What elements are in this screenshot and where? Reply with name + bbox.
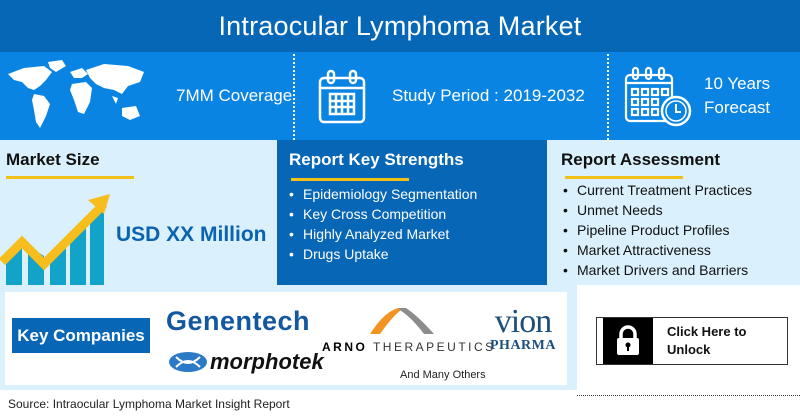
market-size-value: USD XX Million: [116, 223, 267, 246]
list-item: Pipeline Product Profiles: [563, 220, 752, 240]
lock-icon-box: [603, 318, 653, 364]
divider: [293, 54, 295, 140]
forecast-line2: Forecast: [704, 98, 771, 117]
key-strengths-title: Report Key Strengths: [289, 150, 464, 169]
page-title: Intraocular Lymphoma Market: [218, 10, 582, 41]
assessment-title: Report Assessment: [561, 150, 721, 169]
morphotek-logo-text: morphotek: [210, 349, 324, 374]
arno-name: ARNO: [322, 340, 368, 354]
unlock-line2: Unlock: [667, 342, 711, 357]
forecast-cell: 10 Years Forecast: [624, 52, 770, 140]
list-item: Unmet Needs: [563, 200, 752, 220]
morphotek-dna-icon: [169, 352, 207, 372]
key-strengths-list: Epidemiology Segmentation Key Cross Comp…: [289, 184, 477, 264]
unlock-button[interactable]: Click Here to Unlock: [596, 317, 788, 365]
title-underline: [6, 176, 134, 179]
list-item: Drugs Uptake: [289, 244, 477, 264]
key-companies-label: Key Companies: [17, 325, 145, 345]
list-item: Highly Analyzed Market: [289, 224, 477, 244]
page-title-banner: Intraocular Lymphoma Market: [0, 0, 800, 52]
key-companies-badge: Key Companies: [12, 318, 150, 353]
forecast-line1: 10 Years: [704, 74, 771, 93]
vion-logo: VION PHARMA: [486, 303, 560, 354]
list-item: Epidemiology Segmentation: [289, 184, 477, 204]
divider: [607, 54, 609, 140]
title-underline: [565, 176, 683, 179]
arno-arc-icon: [370, 308, 434, 334]
lock-icon: [617, 325, 639, 355]
growth-chart-icon: [0, 194, 110, 286]
study-period-label: Study Period : 2019-2032: [392, 86, 585, 105]
coverage-label: 7MM Coverage: [176, 86, 293, 105]
market-size-title: Market Size: [6, 150, 100, 169]
calendar-clock-icon: [624, 66, 692, 127]
study-period-cell: Study Period : 2019-2032: [318, 52, 585, 140]
divider: [577, 395, 800, 396]
list-item: Market Drivers and Barriers: [563, 260, 752, 280]
world-map-icon: [8, 60, 144, 128]
list-item: Key Cross Competition: [289, 204, 477, 224]
info-bar: 7MM Coverage Study Period : 2019-2032: [0, 52, 800, 140]
and-many-others: And Many Others: [400, 369, 486, 381]
vion-pharma: PHARMA: [490, 338, 556, 353]
genentech-logo-text: Genentech: [166, 306, 311, 336]
unlock-label: Click Here to Unlock: [653, 318, 746, 364]
vion-name: VION: [494, 303, 552, 340]
coverage-cell: 7MM Coverage: [4, 52, 292, 140]
assessment-panel: Report Assessment Current Treatment Prac…: [543, 140, 800, 285]
title-underline: [291, 178, 409, 181]
morphotek-logo: morphotek: [168, 349, 324, 375]
arno-logo: ARNO THERAPEUTICS: [322, 304, 493, 364]
market-size-panel: Market Size USD XX Million: [0, 140, 277, 286]
assessment-list: Current Treatment Practices Unmet Needs …: [563, 180, 752, 280]
forecast-label: 10 Years Forecast: [704, 72, 770, 120]
arno-therapeutics: THERAPEUTICS: [372, 340, 496, 354]
arno-logo-text: ARNO THERAPEUTICS: [322, 340, 496, 354]
list-item: Current Treatment Practices: [563, 180, 752, 200]
key-strengths-panel: Report Key Strengths Epidemiology Segmen…: [277, 140, 543, 285]
source-note: Source: Intraocular Lymphoma Market Insi…: [8, 397, 290, 411]
calendar-icon: [318, 69, 366, 124]
list-item: Market Attractiveness: [563, 240, 752, 260]
unlock-line1: Click Here to: [667, 324, 747, 339]
genentech-logo: Genentech: [166, 306, 310, 337]
